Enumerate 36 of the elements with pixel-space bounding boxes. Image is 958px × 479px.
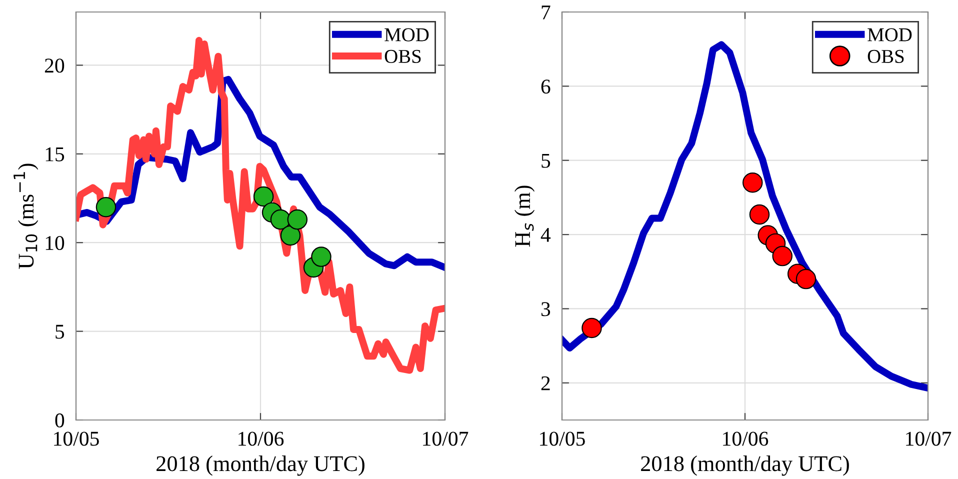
x-tick-label: 10/06	[238, 432, 284, 446]
y-tick-label: 5	[542, 154, 550, 168]
y-tick-label: 4	[540, 228, 551, 242]
x-tick-label: 10/06	[723, 432, 768, 446]
x-axis-title: 2018 (month/day UTC)	[641, 456, 849, 476]
y-tick-label: 20	[44, 58, 64, 73]
point	[96, 197, 116, 218]
x-tick-label: 10/07	[906, 432, 952, 446]
y-tick-label: 15	[46, 147, 64, 162]
y-tick-label: 0	[55, 413, 64, 428]
x-axis-title: 2018 (month/day UTC)	[156, 456, 364, 476]
legend-label: MOD	[384, 28, 429, 42]
legend-label: OBS	[384, 50, 421, 63]
y-tick-label: 2	[541, 376, 550, 390]
point	[253, 186, 274, 207]
point	[270, 209, 291, 230]
x-tick-label: 10/05	[540, 432, 585, 446]
y-tick-label: 6	[541, 80, 550, 94]
legend-label: MOD	[868, 28, 912, 42]
y-axis-title: U$_{10}$ (ms$^{−1}$)	[14, 164, 38, 269]
point	[749, 204, 770, 225]
point	[280, 225, 301, 246]
y-tick-label: 3	[541, 302, 550, 316]
x-tick-label: 10/07	[423, 432, 468, 446]
x-tick-label: 10/05	[54, 432, 99, 446]
y-tick-label: 7	[542, 6, 550, 20]
y-axis-title: H$_{s}$ (m)	[514, 186, 535, 247]
point	[772, 246, 792, 266]
point	[311, 246, 332, 267]
y-tick-label: 5	[56, 324, 64, 339]
point	[742, 172, 763, 193]
y-tick-label: 10	[46, 236, 64, 250]
point	[796, 268, 816, 290]
point	[287, 209, 308, 230]
legend-label: OBS	[868, 50, 904, 63]
point	[582, 318, 602, 338]
